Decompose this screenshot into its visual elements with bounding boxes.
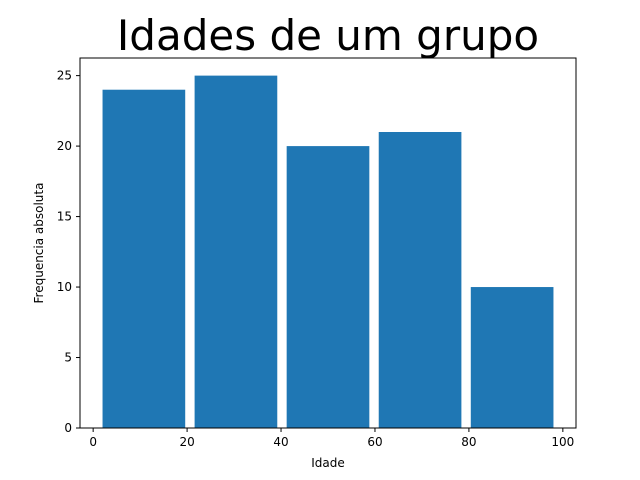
- y-tick-label: 25: [57, 69, 72, 83]
- plot-frame: [79, 57, 577, 429]
- y-tick-label: 5: [64, 351, 72, 365]
- x-tick-label: 80: [461, 435, 476, 449]
- bar-5: [470, 287, 554, 428]
- y-tick-label: 0: [64, 421, 72, 435]
- x-tick-label: 0: [89, 435, 97, 449]
- y-tick-label: 20: [57, 139, 72, 153]
- x-tick-label: 20: [179, 435, 194, 449]
- y-axis-ticks: 0 5 10 15 20 25: [57, 69, 80, 435]
- bar-3: [286, 146, 370, 428]
- bar-2: [194, 75, 278, 428]
- bars-group: [102, 75, 554, 428]
- x-tick-label: 40: [273, 435, 288, 449]
- y-tick-label: 10: [57, 280, 72, 294]
- x-axis-ticks: 0 20 40 60 80 100: [89, 428, 574, 449]
- x-tick-label: 100: [551, 435, 574, 449]
- chart-title: Idades de um grupo: [117, 11, 539, 60]
- y-tick-label: 15: [57, 210, 72, 224]
- x-axis-label: Idade: [311, 456, 345, 470]
- bar-1: [102, 89, 186, 428]
- y-axis-label: Frequencia absoluta: [32, 183, 46, 304]
- bar-4: [378, 132, 462, 428]
- x-tick-label: 60: [367, 435, 382, 449]
